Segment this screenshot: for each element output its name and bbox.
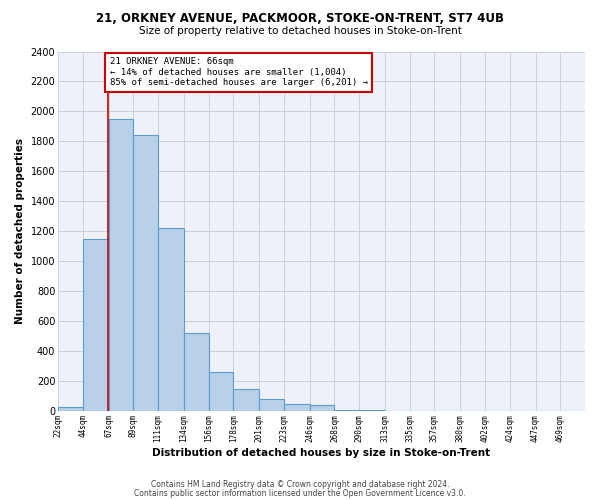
- Text: Size of property relative to detached houses in Stoke-on-Trent: Size of property relative to detached ho…: [139, 26, 461, 36]
- Bar: [109, 119, 133, 412]
- Bar: [359, 410, 385, 412]
- Bar: [83, 239, 109, 412]
- Y-axis label: Number of detached properties: Number of detached properties: [15, 138, 25, 324]
- Bar: [58, 407, 83, 412]
- Text: 21, ORKNEY AVENUE, PACKMOOR, STOKE-ON-TRENT, ST7 4UB: 21, ORKNEY AVENUE, PACKMOOR, STOKE-ON-TR…: [96, 12, 504, 26]
- Bar: [385, 410, 410, 412]
- Bar: [209, 372, 233, 412]
- Bar: [259, 400, 284, 411]
- Text: Contains HM Land Registry data © Crown copyright and database right 2024.: Contains HM Land Registry data © Crown c…: [151, 480, 449, 489]
- Bar: [158, 228, 184, 412]
- Bar: [133, 136, 158, 411]
- X-axis label: Distribution of detached houses by size in Stoke-on-Trent: Distribution of detached houses by size …: [152, 448, 491, 458]
- Bar: [334, 410, 359, 412]
- Text: 21 ORKNEY AVENUE: 66sqm
← 14% of detached houses are smaller (1,004)
85% of semi: 21 ORKNEY AVENUE: 66sqm ← 14% of detache…: [110, 58, 368, 88]
- Bar: [233, 389, 259, 411]
- Bar: [284, 404, 310, 411]
- Bar: [184, 334, 209, 411]
- Bar: [310, 406, 334, 411]
- Text: Contains public sector information licensed under the Open Government Licence v3: Contains public sector information licen…: [134, 489, 466, 498]
